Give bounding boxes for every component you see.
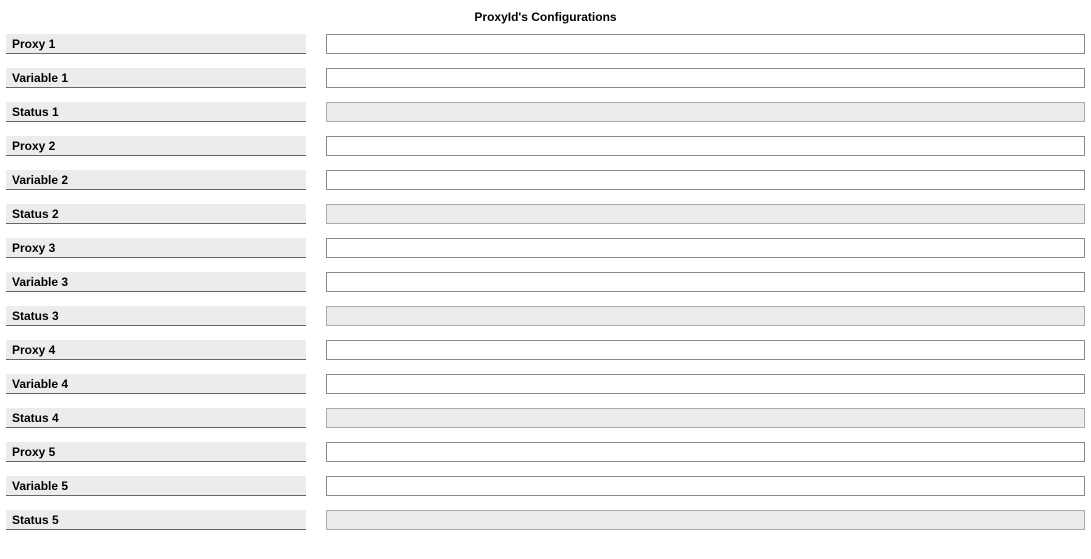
form-row: Proxy 1 <box>6 34 1085 54</box>
field-input-cell <box>326 374 1085 394</box>
field-label: Proxy 5 <box>6 442 306 462</box>
field-label: Variable 1 <box>6 68 306 88</box>
field-label: Status 4 <box>6 408 306 428</box>
variable-1-input[interactable] <box>326 68 1085 88</box>
field-label: Status 5 <box>6 510 306 530</box>
field-input-cell <box>326 238 1085 258</box>
form-row: Status 1 <box>6 102 1085 122</box>
field-input-cell <box>326 204 1085 224</box>
field-label: Status 2 <box>6 204 306 224</box>
status-5-display <box>326 510 1085 530</box>
variable-2-input[interactable] <box>326 170 1085 190</box>
form-row: Status 4 <box>6 408 1085 428</box>
status-2-display <box>326 204 1085 224</box>
variable-4-input[interactable] <box>326 374 1085 394</box>
form-row: Status 5 <box>6 510 1085 530</box>
status-1-display <box>326 102 1085 122</box>
form-row: Variable 1 <box>6 68 1085 88</box>
field-input-cell <box>326 34 1085 54</box>
form-row: Variable 5 <box>6 476 1085 496</box>
field-input-cell <box>326 476 1085 496</box>
proxy-5-input[interactable] <box>326 442 1085 462</box>
field-input-cell <box>326 136 1085 156</box>
field-input-cell <box>326 170 1085 190</box>
field-label: Proxy 3 <box>6 238 306 258</box>
form-row: Variable 4 <box>6 374 1085 394</box>
form-row: Variable 3 <box>6 272 1085 292</box>
proxy-4-input[interactable] <box>326 340 1085 360</box>
form-row: Proxy 3 <box>6 238 1085 258</box>
field-input-cell <box>326 306 1085 326</box>
field-label: Proxy 4 <box>6 340 306 360</box>
field-input-cell <box>326 442 1085 462</box>
proxy-2-input[interactable] <box>326 136 1085 156</box>
field-input-cell <box>326 340 1085 360</box>
field-label: Proxy 2 <box>6 136 306 156</box>
form-row: Status 2 <box>6 204 1085 224</box>
variable-5-input[interactable] <box>326 476 1085 496</box>
field-label: Variable 3 <box>6 272 306 292</box>
form-row: Proxy 4 <box>6 340 1085 360</box>
field-label: Status 1 <box>6 102 306 122</box>
proxy-1-input[interactable] <box>326 34 1085 54</box>
page-title: ProxyId's Configurations <box>6 6 1085 34</box>
field-input-cell <box>326 272 1085 292</box>
field-label: Variable 5 <box>6 476 306 496</box>
field-input-cell <box>326 102 1085 122</box>
form-row: Proxy 5 <box>6 442 1085 462</box>
field-label: Status 3 <box>6 306 306 326</box>
field-input-cell <box>326 510 1085 530</box>
form-row: Variable 2 <box>6 170 1085 190</box>
form-row: Status 3 <box>6 306 1085 326</box>
config-form: ProxyId's Configurations Proxy 1 Variabl… <box>0 0 1091 530</box>
field-input-cell <box>326 68 1085 88</box>
form-row: Proxy 2 <box>6 136 1085 156</box>
variable-3-input[interactable] <box>326 272 1085 292</box>
status-3-display <box>326 306 1085 326</box>
field-input-cell <box>326 408 1085 428</box>
field-label: Variable 2 <box>6 170 306 190</box>
field-label: Proxy 1 <box>6 34 306 54</box>
field-label: Variable 4 <box>6 374 306 394</box>
status-4-display <box>326 408 1085 428</box>
proxy-3-input[interactable] <box>326 238 1085 258</box>
